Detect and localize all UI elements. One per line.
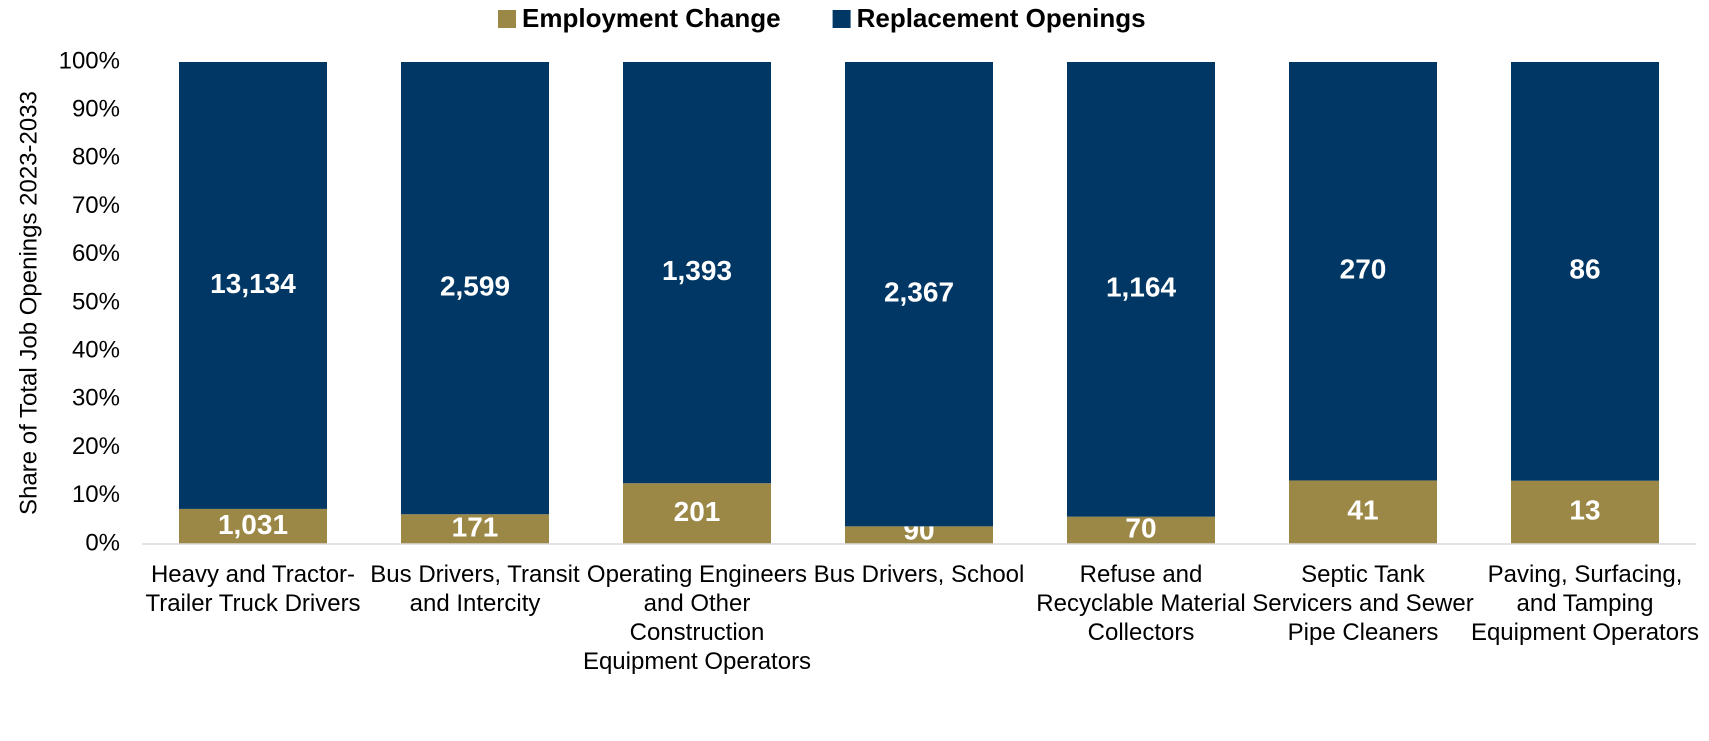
x-tick-label: Septic Tank Servicers and Sewer Pipe Cle… — [1252, 561, 1474, 646]
y-tick-label: 80% — [72, 144, 120, 171]
data-label: 70 — [1125, 513, 1156, 544]
bar-segment — [1511, 480, 1659, 544]
data-label: 13 — [1569, 495, 1600, 526]
bar-segment — [623, 483, 771, 544]
x-tick-label: Operating Engineers and Other Constructi… — [582, 561, 812, 675]
data-label: 171 — [452, 512, 499, 543]
bar-segment — [179, 508, 327, 544]
bar-segment — [623, 62, 771, 484]
y-axis-title: Share of Total Job Openings 2023-2033 — [15, 91, 42, 515]
legend-label: Employment Change — [522, 3, 781, 33]
y-tick-label: 100% — [59, 47, 120, 74]
bar-segment — [401, 514, 549, 544]
data-label: 1,031 — [218, 509, 288, 540]
data-label: 86 — [1569, 254, 1600, 285]
legend-swatch — [498, 10, 516, 28]
legend-swatch — [832, 10, 851, 28]
data-label: 2,367 — [884, 277, 954, 308]
y-tick-label: 10% — [72, 481, 120, 508]
bar-segment — [845, 62, 993, 527]
data-label: 13,134 — [210, 268, 296, 299]
bar-segment — [1289, 62, 1437, 481]
y-tick-label: 60% — [72, 240, 120, 267]
bar-segment — [179, 62, 327, 509]
data-label: 2,599 — [440, 271, 510, 302]
bar-segment — [1289, 480, 1437, 544]
y-tick-label: 70% — [72, 192, 120, 219]
y-tick-label: 50% — [72, 288, 120, 315]
y-tick-label: 90% — [72, 96, 120, 123]
x-tick-label: Bus Drivers, Transit and Intercity — [370, 561, 580, 617]
data-label: 201 — [674, 496, 721, 527]
x-tick-label: Heavy and Tractor-Trailer Truck Drivers — [145, 561, 361, 617]
bar-segment — [1511, 62, 1659, 481]
y-tick-label: 40% — [72, 337, 120, 364]
data-label: 1,164 — [1106, 272, 1176, 303]
x-tick-label: Paving, Surfacing, and Tamping Equipment… — [1470, 561, 1700, 646]
y-tick-label: 30% — [72, 385, 120, 412]
bar-segment — [401, 62, 549, 515]
legend-label: Replacement Openings — [857, 3, 1146, 33]
data-label: 1,393 — [662, 255, 732, 286]
y-tick-label: 0% — [85, 529, 120, 556]
data-label: 270 — [1340, 254, 1387, 285]
data-label: 41 — [1347, 495, 1378, 526]
x-tick-label: Bus Drivers, School — [813, 561, 1025, 588]
x-tick-label: Refuse and Recyclable Material Collector… — [1036, 561, 1246, 646]
y-tick-label: 20% — [72, 433, 120, 460]
bar-segment — [1067, 516, 1215, 544]
bar-segment — [845, 526, 993, 544]
bar-segment — [1067, 62, 1215, 517]
